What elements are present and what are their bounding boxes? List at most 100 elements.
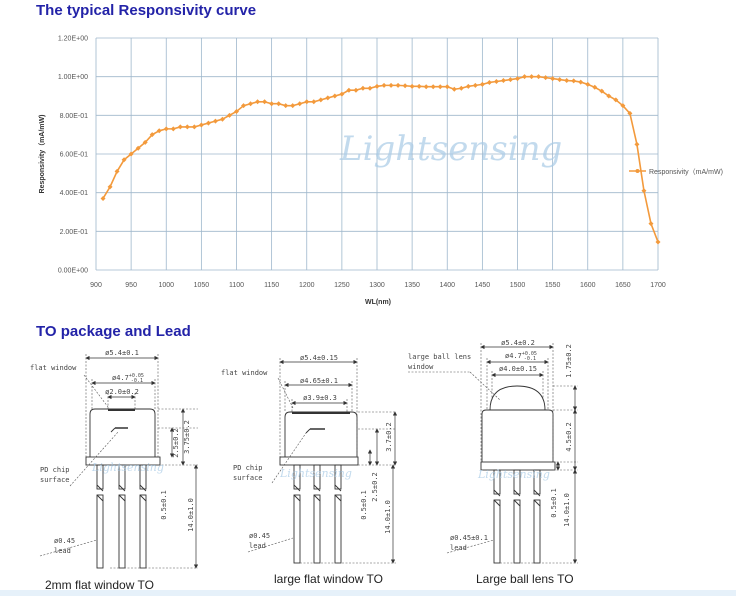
data-point — [262, 99, 268, 105]
x-tick-label: 900 — [90, 282, 102, 289]
data-point — [128, 151, 134, 157]
leader-line — [69, 431, 119, 487]
leader-line — [39, 539, 98, 557]
dim-window-diameter: ø2.0±0.2 — [105, 388, 139, 396]
data-point — [276, 101, 282, 107]
leader-line — [446, 539, 495, 554]
data-point — [529, 74, 535, 80]
y-tick-label: 1.20E+00 — [58, 36, 88, 43]
x-tick-label: 1050 — [194, 282, 210, 289]
y-tick-label: 1.00E+00 — [58, 74, 88, 81]
lead-pin — [118, 464, 126, 490]
lead-break — [334, 484, 342, 492]
data-point — [114, 168, 120, 174]
x-tick-label: 1400 — [439, 282, 455, 289]
data-point — [353, 87, 359, 93]
data-point — [212, 118, 218, 124]
leader-line — [247, 537, 294, 553]
dim-flange-thickness: 0.5±0.1 — [360, 490, 368, 520]
dim-chip-height: 2.5±0.2 — [371, 472, 379, 502]
dim-window-diameter: ø4.0±0.15 — [499, 365, 537, 373]
data-point — [437, 84, 443, 90]
dim-cap-diameter: ø4.7+0.05 -0.1 — [505, 351, 537, 362]
x-tick-label: 950 — [125, 282, 137, 289]
data-point — [339, 91, 345, 97]
dim-outer-diameter: ø5.4±0.15 — [300, 354, 338, 362]
dim-cap-height: 4.5±0.2 — [565, 422, 573, 452]
data-point — [395, 82, 401, 88]
lead-break — [293, 484, 301, 492]
x-tick-label: 1600 — [580, 282, 596, 289]
data-point — [156, 128, 162, 134]
data-point — [248, 101, 254, 107]
data-point — [571, 78, 577, 84]
window-label: large ball lens — [408, 353, 471, 361]
data-point — [360, 85, 366, 91]
x-tick-label: 1200 — [299, 282, 315, 289]
dim-flange-thickness: 0.5±0.1 — [160, 490, 168, 520]
data-point — [451, 86, 457, 92]
data-point — [416, 83, 422, 89]
data-point — [409, 83, 415, 89]
lead-break — [533, 489, 541, 497]
data-point — [177, 124, 183, 130]
can-cap — [284, 411, 358, 457]
watermark-logo: Lightsensing — [339, 129, 562, 169]
data-point — [234, 108, 239, 114]
lead-break — [513, 489, 521, 497]
can-cap — [89, 408, 156, 457]
dim-cap-height: 3.75±0.2 — [183, 420, 191, 454]
data-point — [135, 145, 141, 151]
x-tick-label: 1700 — [650, 282, 666, 289]
data-point — [311, 99, 317, 105]
data-point — [219, 116, 225, 122]
x-tick-label: 1550 — [545, 282, 561, 289]
lead-label: ø0.45 — [249, 532, 270, 540]
legend-label: Responsivity（mA/mW) — [649, 168, 723, 176]
window-label: window — [408, 363, 434, 371]
dim-lens-height: 1.75±0.2 — [565, 344, 573, 378]
data-point — [522, 74, 528, 80]
data-point — [613, 97, 619, 103]
data-point — [332, 93, 338, 99]
x-tick-label: 1250 — [334, 282, 350, 289]
lead-pin — [139, 464, 147, 490]
watermark-logo: Lightsensing — [279, 467, 352, 480]
data-point — [318, 97, 324, 103]
lead-label: ø0.45±0.1 — [450, 534, 488, 542]
lead-pin — [313, 494, 321, 564]
data-point — [100, 195, 106, 201]
data-point — [585, 81, 591, 87]
package-drawings — [39, 343, 578, 569]
package-section-title: TO package and Lead — [36, 323, 191, 340]
lead-break — [493, 489, 501, 497]
data-point — [423, 84, 429, 90]
package-2mm-flat-window: Lightsensing ø5.4±0.1 flat window ø4.7+0… — [30, 349, 195, 592]
window-label: flat window — [30, 364, 77, 372]
lead-pin — [96, 464, 104, 490]
data-point — [325, 95, 331, 101]
data-point — [564, 78, 570, 84]
x-axis-label: WL(nm) — [365, 299, 391, 306]
package-caption: 2mm flat window TO — [45, 578, 154, 592]
lead-pin — [293, 494, 301, 564]
dim-chip-height: 2.5±0.2 — [172, 428, 180, 458]
data-point — [543, 75, 549, 81]
x-tick-label: 1350 — [404, 282, 420, 289]
y-tick-label: 4.00E-01 — [60, 190, 89, 197]
lead-pin — [493, 469, 501, 495]
responsivity-chart: Lightsensing 900 950 1000 1050 1100 1150 1200 1… — [38, 36, 723, 307]
data-point — [430, 84, 436, 90]
lead-break — [139, 494, 147, 502]
lead-break — [493, 499, 501, 507]
data-point — [346, 87, 352, 93]
data-point — [226, 112, 232, 118]
data-point — [444, 84, 450, 90]
lead-break — [139, 484, 147, 492]
lead-pin — [334, 494, 342, 564]
data-point — [269, 101, 275, 107]
data-point — [241, 103, 247, 109]
dim-flange-thickness: 0.5±0.1 — [550, 488, 558, 518]
dim-outer-diameter: ø5.4±0.1 — [105, 349, 139, 357]
data-point — [634, 141, 640, 147]
